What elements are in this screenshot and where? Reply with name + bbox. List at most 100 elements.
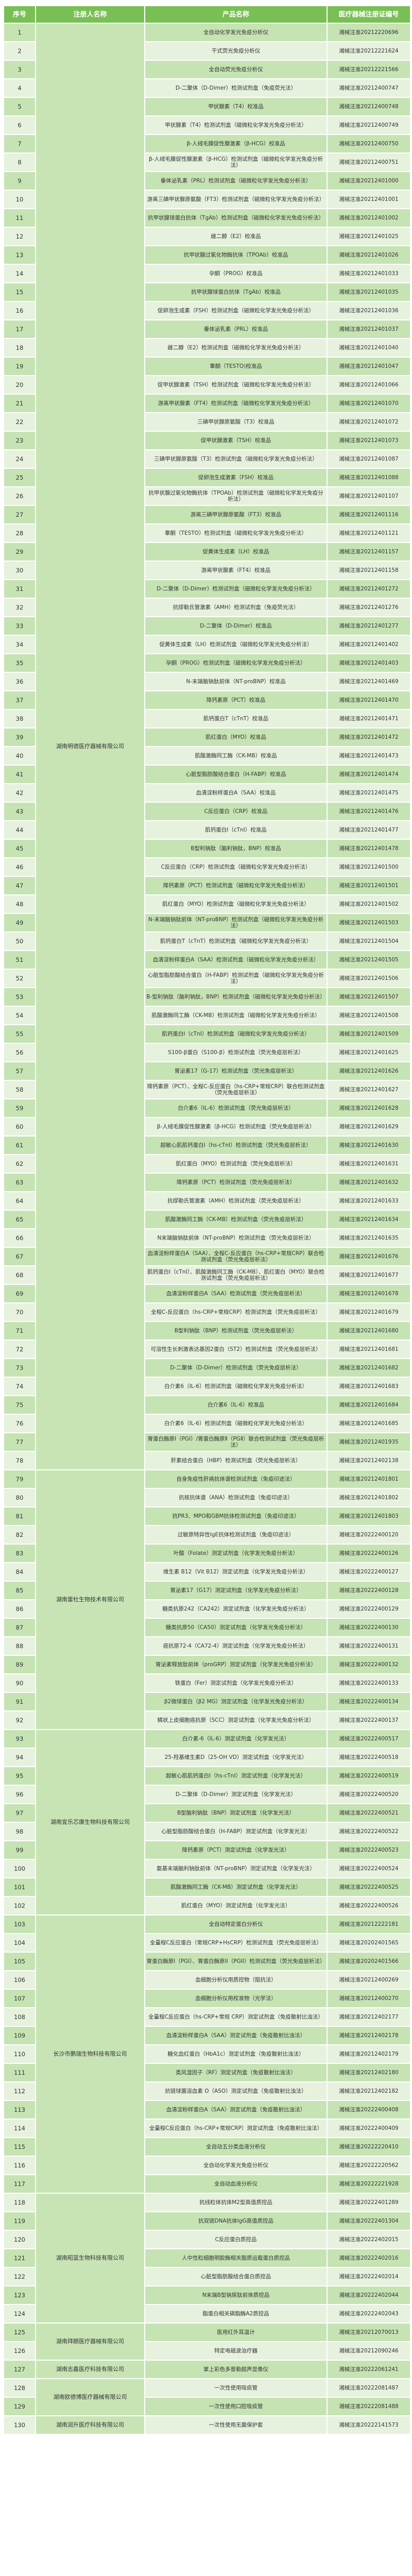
product-name: 铁蛋白（Fer）测定试剂盒（化学发光免疫分析法） (144, 1673, 328, 1693)
product-name: 抗甲状腺过氧化物酶抗体（TPOAb）检测试剂盒（磁微粒化学发光免疫分析法） (144, 486, 328, 506)
table-row: 31 D-二聚体（D-Dimer）检测试剂盒（磁微粒化学发光免疫分析法） 湘械注准2… (3, 579, 411, 599)
table-row: 125 湖南拜朗医疗器械有限公司 医用红外耳温计 湘械注准20212070013 (3, 2323, 411, 2361)
table-row: 48 肌红蛋白（MYO）检测试剂盒（磁微粒化学发光免疫分析法） 湘械注准202124… (3, 894, 411, 914)
product-name: N-末端脑钠肽前体（NT-proBNP）校准品 (144, 672, 328, 691)
table-row: 129 一次性使用口腔吸痰管 湘械注准20222081488 (3, 2397, 411, 2416)
product-name: 过敏原特异性IgE抗体检测试剂盒（免疫印迹法） (144, 1525, 328, 1545)
registrant-name: 湖南宜乐芯康生物科技有限公司 (35, 1729, 145, 1916)
table-row: 56 S100-β蛋白（S100-β）检测试剂盒（荧光免疫层析法） 湘械注准2021… (3, 1043, 411, 1062)
table-row: 116 全自动化学发光免疫分析仪 湘械注准20222220562 (3, 2156, 411, 2175)
product-name: 促卵泡生成素（FSH）检测试剂盒（磁微粒化学发光免疫分析法） (144, 301, 328, 320)
row-number: 52 (3, 969, 36, 988)
product-name: D-二聚体（D-Dimer）检测试剂盒（免疫荧光法） (144, 78, 328, 98)
registration-number: 湘械注准20212221624 (327, 41, 411, 61)
table-row: 58 降钙素原（PCT）、全程C-反应蛋白（hs-CRP+常规CRP）联合检测试剂… (3, 1080, 411, 1099)
registration-number: 湘械注准20212401803 (327, 1506, 411, 1526)
product-name: 全自动五分类血液分析仪 (144, 2137, 328, 2157)
product-name: 类风湿因子（RF）测定试剂盒（免疫散射比浊法） (144, 2063, 328, 2082)
table-row: 50 肌钙蛋白T（cTnT）检测试剂盒（磁微粒化学发光免疫分析法） 湘械注准2021… (3, 931, 411, 951)
row-number: 100 (3, 1859, 36, 1878)
row-number: 77 (3, 1432, 36, 1452)
product-name: 血清淀粉样蛋白A（SAA）校准品 (144, 783, 328, 803)
row-number: 74 (3, 1377, 36, 1396)
product-name: C反应蛋白（CRP）检测试剂盒（磁微粒化学发光免疫分析法） (144, 857, 328, 877)
product-name: β2微球蛋白（β2 MG）测定试剂盒（化学发光免疫分析法） (144, 1692, 328, 1711)
registration-number: 湘械注准20222401289 (327, 2193, 411, 2212)
registration-number: 湘械注准20212401502 (327, 894, 411, 914)
table-row: 20 促甲状腺激素（TSH）检测试剂盒（磁微粒化学发光免疫分析法） 湘械注准2021… (3, 375, 411, 395)
product-name: 游离甲状腺素（FT4）检测试剂盒（磁微粒化学发光免疫分析法） (144, 394, 328, 413)
table-row: 24 三碘甲状腺原氨酸（T3）检测试剂盒（磁微粒化学发光免疫分析法） 湘械注准202… (3, 449, 411, 469)
table-row: 87 糖类抗原50（CA50）测定试剂盒（化学发光免疫分析法） 湘械注准202224… (3, 1618, 411, 1637)
product-name: 白介素6（IL-6）检测试剂盒（荧光免疫层析法） (144, 1098, 328, 1118)
product-name: 一次性使用吸痰管 (144, 2378, 328, 2398)
registration-number: 湘械注准20212401801 (327, 1469, 411, 1489)
registration-number: 湘械注准20212401002 (327, 208, 411, 228)
row-number: 49 (3, 913, 36, 933)
product-name: D-二聚体（D-Dimer）校准品 (144, 616, 328, 636)
product-name: 降钙素原（PCT）检测试剂盒（荧光免疫层析法） (144, 1173, 328, 1192)
table-row: 46 C反应蛋白（CRP）检测试剂盒（磁微粒化学发光免疫分析法） 湘械注准20212… (3, 857, 411, 877)
row-number: 24 (3, 449, 36, 469)
registration-number: 湘械注准20222400408 (327, 2100, 411, 2120)
product-name: B型脑利钠肽（BNP）测定试剂盒（化学发光法） (144, 1803, 328, 1823)
table-row: 95 超敏心肌肌钙蛋白I（hs-cTnI）测定试剂盒（化学发光法） 湘械注准2022… (3, 1766, 411, 1786)
row-number: 87 (3, 1618, 36, 1637)
registration-number: 湘械注准20212221566 (327, 60, 411, 79)
table-row: 76 白介素6（IL-6）检测试剂盒（磁微粒化学发光免疫分析法） 湘械注准20212… (3, 1414, 411, 1433)
registration-number: 湘械注准20222400522 (327, 1822, 411, 1841)
table-row: 108 全量程C反应蛋白（hs-CRP+常规 CRP）测定试剂盒（免疫散射比浊法）… (3, 2007, 411, 2027)
product-name: 胃泌素17（G17）测定试剂盒（化学发光免疫分析法） (144, 1581, 328, 1600)
product-name: 抗甲状腺球蛋白抗体（TgAb）校准品 (144, 282, 328, 302)
table-row: 44 肌钙蛋白I（cTnI）校准品 湘械注准20212401477 (3, 820, 411, 840)
registration-number: 湘械注准20222400137 (327, 1710, 411, 1730)
table-row: 99 降钙素原（PCT）测定试剂盒（化学发光法） 湘械注准20222400523 (3, 1840, 411, 1860)
row-number: 9 (3, 171, 36, 191)
product-name: 全量程C反应蛋白（hs-CRP+常规CRP）测定试剂盒（免疫散射比浊法） (144, 2119, 328, 2138)
product-name: 糖类抗原50（CA50）测定试剂盒（化学发光免疫分析法） (144, 1618, 328, 1637)
registration-number: 湘械注准20222400127 (327, 1562, 411, 1582)
row-number: 32 (3, 598, 36, 617)
registration-number: 湘械注准20212401277 (327, 616, 411, 636)
product-name: 人中性粒细胞明胶酶相关脂质运载蛋白质控品 (144, 2248, 328, 2268)
product-name: 促甲状腺激素（TSH）校准品 (144, 431, 328, 450)
registration-number: 湘械注准20212401683 (327, 1377, 411, 1396)
product-name: 甲状腺素（T4）检测试剂盒（磁微粒化学发光免疫分析法） (144, 115, 328, 135)
product-name: 胃蛋白酶原Ⅰ（PGⅠ）/胃蛋白酶原Ⅱ（PGⅡ）联合检测试剂盒（荧光免疫层析法） (144, 1432, 328, 1452)
table-row: 78 肝素结合蛋白（HBP）检测试剂盒（荧光免疫层析法） 湘械注准202124021… (3, 1451, 411, 1470)
table-row: 122 心脏型脂肪酸结合蛋白质控品 湘械注准20222402014 (3, 2267, 411, 2286)
registration-number: 湘械注准20222400519 (327, 1766, 411, 1786)
row-number: 54 (3, 1006, 36, 1025)
table-row: 11 抗甲状腺球蛋白抗体（TgAb）检测试剂盒（磁微粒化学发光免疫分析法） 湘械注准… (3, 208, 411, 228)
product-name: 可溶性生长刺激表达基因2蛋白（ST2）检测试剂盒（荧光免疫层析法） (144, 1340, 328, 1359)
row-number: 92 (3, 1710, 36, 1730)
product-name: N末端脑钠肽前体（NT-proBNP）检测试剂盒（荧光免疫层析法） (144, 1228, 328, 1248)
product-name: 抗甲状腺过氧化物酶抗体（TPOAb）校准品 (144, 245, 328, 265)
row-number: 116 (3, 2156, 36, 2175)
registration-number: 湘械注准20212222181 (327, 1914, 411, 1934)
registration-number: 湘械注准20212402178 (327, 2026, 411, 2045)
table-row: 89 胃泌素释放肽前体（proGRP）测定试剂盒（化学发光免疫分析法） 湘械注准20… (3, 1655, 411, 1674)
product-name: 25-羟基维生素D（25-OH VD）测定试剂盒（化学发光法） (144, 1748, 328, 1767)
registration-number: 湘械注准20222221928 (327, 2174, 411, 2194)
table-row: 115 全自动五分类血液分析仪 湘械注准20222220410 (3, 2137, 411, 2157)
row-number: 20 (3, 375, 36, 395)
table-row: 54 肌酸激酶同工酶（CK-MB）检测试剂盒（磁微粒化学发光免疫分析法） 湘械注准2… (3, 1006, 411, 1025)
row-number: 108 (3, 2007, 36, 2027)
table-row: 104 全量程C反应蛋白（常规CRP+HsCRP）检测试剂盒（荧光免疫层析法） 湘械… (3, 1933, 411, 1953)
registration-number: 湘械注准20212401680 (327, 1321, 411, 1341)
table-body: 1 湖南明德医疗器械有限公司 全自动化学发光免疫分析仪 湘械注准20212220696… (3, 23, 411, 2435)
product-name: 三碘甲状腺原氨酸（T3）校准品 (144, 412, 328, 432)
registration-number: 湘械注准20212401469 (327, 672, 411, 691)
registration-number: 湘械注准20212401679 (327, 1302, 411, 1322)
product-name: 血清淀粉样蛋白A（SAA）检测试剂盒（磁微粒化学发光免疫分析法） (144, 950, 328, 970)
registration-number: 湘械注准20212401025 (327, 227, 411, 246)
row-number: 44 (3, 820, 36, 840)
row-number: 62 (3, 1154, 36, 1174)
row-number: 102 (3, 1896, 36, 1916)
registration-number: 湘械注准20212401682 (327, 1358, 411, 1378)
table-row: 86 糖类抗原242（CA242）测定试剂盒（化学发光免疫分析法） 湘械注准2022… (3, 1599, 411, 1619)
registration-number: 湘械注准20202401566 (327, 1952, 411, 1971)
registration-number: 湘械注准20212401072 (327, 412, 411, 432)
table-row: 35 孕酮（PROG）检测试剂盒（磁微粒化学发光免疫分析法） 湘械注准2021240… (3, 653, 411, 673)
